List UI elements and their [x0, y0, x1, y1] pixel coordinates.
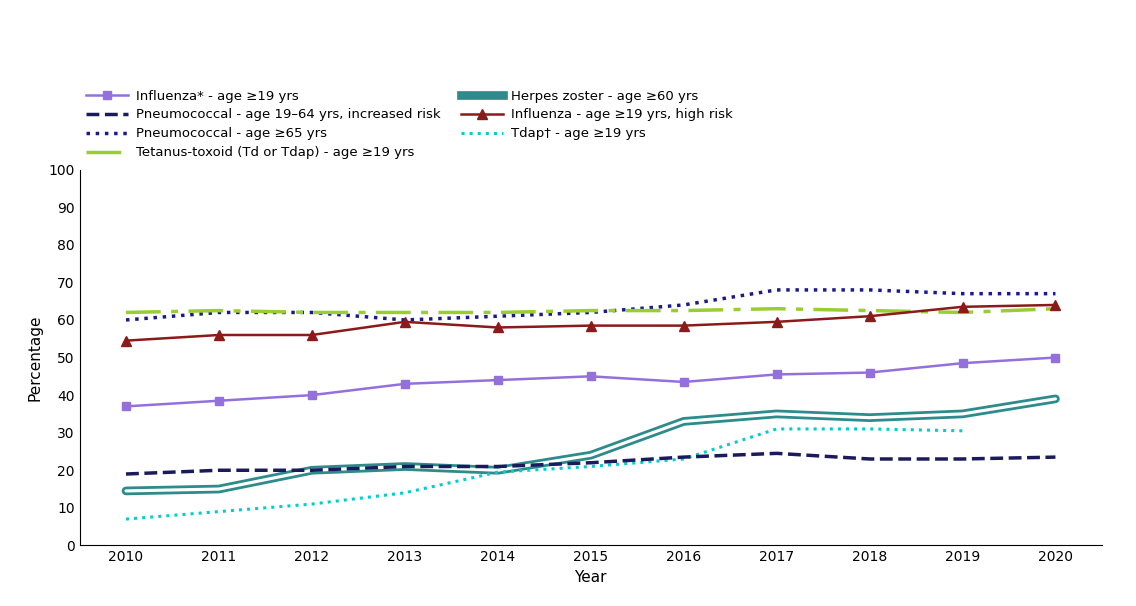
Legend: Influenza* - age ≥19 yrs, Pneumococcal - age 19–64 yrs, increased risk, Pneumoco: Influenza* - age ≥19 yrs, Pneumococcal -… — [86, 90, 733, 159]
Y-axis label: Percentage: Percentage — [27, 315, 43, 401]
X-axis label: Year: Year — [575, 570, 607, 585]
